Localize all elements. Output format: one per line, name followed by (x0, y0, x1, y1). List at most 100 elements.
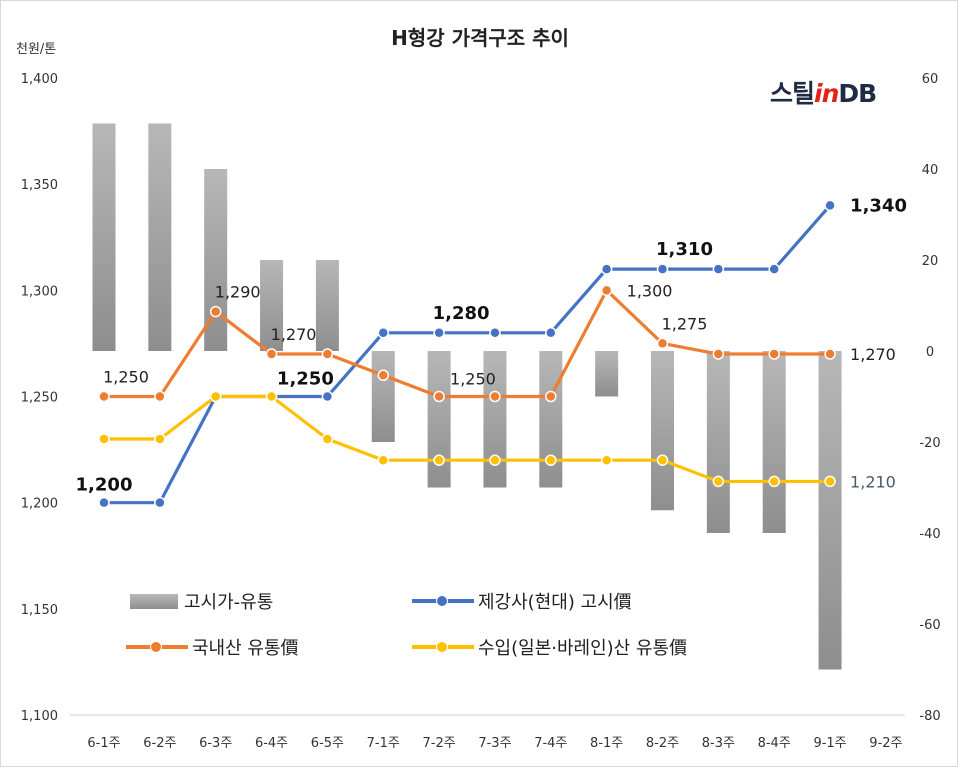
x-tick-label: 8-3주 (702, 736, 735, 751)
x-tick-label: 9-1주 (813, 736, 846, 751)
bar (315, 260, 339, 351)
bar (427, 351, 451, 488)
data-point (545, 454, 557, 466)
y-left-tick-label: 1,400 (21, 72, 58, 87)
y-right-tick-label: -60 (919, 618, 940, 633)
data-point (768, 348, 780, 360)
legend-label-blue: 제강사(현대) 고시價 (478, 592, 632, 613)
data-label: 1,250 (450, 370, 496, 389)
legend-label-orange: 국내산 유통價 (192, 638, 299, 659)
data-point (712, 263, 725, 275)
legend-label-bar: 고시가-유통 (184, 592, 274, 613)
x-tick-label: 8-4주 (758, 736, 791, 751)
y-left-tick-label: 1,350 (21, 178, 58, 193)
data-point (656, 263, 669, 275)
data-point (600, 284, 613, 297)
data-point (433, 454, 445, 466)
data-point (712, 348, 725, 360)
x-tick-label: 6-5주 (311, 736, 344, 751)
logo-part3: DB (838, 79, 877, 108)
data-point (377, 327, 389, 339)
data-label: 1,290 (215, 283, 261, 302)
x-tick-label: 8-2주 (646, 736, 679, 751)
x-tick-label: 7-2주 (422, 736, 455, 751)
data-label: 1,300 (627, 281, 673, 300)
y-left-tick-label: 1,150 (21, 603, 58, 618)
y-right-tick-label: -40 (919, 527, 940, 542)
bar (595, 351, 619, 397)
bar (148, 123, 172, 351)
data-label: 1,310 (656, 239, 713, 260)
legend-swatch-yellow (412, 641, 474, 653)
y-left-tick-label: 1,200 (21, 497, 58, 512)
bar (706, 351, 730, 533)
data-label: 1,275 (662, 314, 708, 333)
series-line (104, 288, 831, 399)
data-point (321, 433, 334, 445)
data-point (768, 475, 780, 488)
data-point (154, 496, 166, 509)
y-right-tick-label: -20 (919, 436, 940, 451)
bar (762, 351, 786, 533)
x-tick-label: 6-4주 (255, 736, 288, 751)
x-tick-label: 6-3주 (199, 736, 232, 751)
y-left-tick-label: 1,300 (21, 284, 58, 299)
data-point (545, 390, 557, 403)
chart-title: H형강 가격구조 추이 (391, 26, 569, 50)
legend-item-yellow: 수입(일본·바레인)산 유통價 (412, 634, 687, 660)
legend-swatch-bar (130, 593, 178, 609)
data-point (489, 390, 501, 403)
legend-swatch-orange (126, 641, 188, 653)
data-point (656, 454, 669, 466)
x-tick-label: 6-2주 (143, 736, 176, 751)
x-tick-label: 7-1주 (367, 736, 400, 751)
data-point (209, 305, 222, 318)
series-line (104, 394, 831, 484)
data-point (433, 390, 445, 403)
logo-part2: in (814, 79, 839, 108)
bar (260, 260, 284, 351)
data-label: 1,250 (103, 368, 149, 387)
y-right-tick-label: 0 (926, 345, 934, 360)
x-tick-label: 9-2주 (869, 736, 902, 751)
legend-item-orange: 국내산 유통價 (126, 634, 299, 660)
y-right-tick-label: 40 (922, 163, 939, 178)
data-point (377, 454, 389, 466)
y-right-tick-label: 60 (922, 72, 939, 87)
data-point (98, 496, 110, 509)
legend-swatch-blue (412, 595, 474, 607)
legend-item-blue: 제강사(현대) 고시價 (412, 588, 632, 614)
data-point (768, 263, 780, 275)
y-axis-unit-label: 천원/톤 (16, 42, 57, 57)
x-tick-label: 7-3주 (478, 736, 511, 751)
data-point (98, 390, 110, 403)
data-point (209, 390, 222, 403)
data-point (656, 337, 669, 350)
legend-item-bar: 고시가-유통 (130, 588, 273, 614)
logo-part1: 스틸 (770, 79, 815, 108)
data-point (824, 475, 836, 488)
x-tick-label: 7-4주 (534, 736, 567, 751)
bar (651, 351, 674, 511)
data-point (265, 390, 278, 403)
data-point (377, 369, 389, 382)
data-point (433, 327, 445, 339)
y-right-tick-label: 20 (922, 254, 939, 269)
data-label: 1,200 (76, 475, 133, 496)
x-tick-label: 8-1주 (590, 736, 623, 751)
bar (483, 351, 507, 488)
data-label: 1,210 (850, 472, 896, 491)
data-point (321, 348, 334, 360)
steelindb-logo: 스틸inDB (770, 74, 877, 110)
y-left-tick-label: 1,100 (21, 709, 58, 724)
bar (92, 123, 116, 351)
data-point (545, 327, 557, 339)
data-label: 1,270 (850, 345, 896, 364)
data-label: 1,250 (277, 369, 334, 390)
bar (818, 351, 842, 670)
data-point (154, 390, 166, 403)
y-left-tick-label: 1,250 (21, 391, 58, 406)
data-point (265, 348, 278, 360)
